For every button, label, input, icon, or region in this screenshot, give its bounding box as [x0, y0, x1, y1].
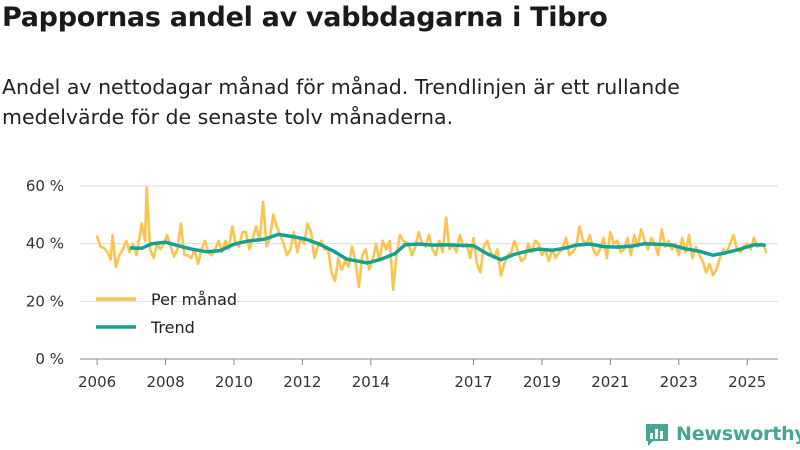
x-tick-label: 2021 [591, 373, 629, 391]
x-tick-label: 2012 [283, 373, 321, 391]
chart-title: Pappornas andel av vabbdagarna i Tibro [2, 2, 608, 33]
x-tick-label: 2010 [215, 373, 253, 391]
x-axis: 2006 2008 2010 2012 2014 2017 2019 2021 2023 2025 [78, 359, 766, 391]
x-tick-label: 2008 [146, 373, 184, 391]
x-tick-label: 2023 [660, 373, 698, 391]
bar-chart-icon [646, 424, 668, 446]
x-tick-label: 2025 [728, 373, 766, 391]
series-line-trend [129, 232, 767, 265]
legend: Per månad Trend [96, 290, 237, 337]
y-tick-label: 40 % [26, 235, 64, 253]
chart-subtitle: Andel av nettodagar månad för månad. Tre… [2, 75, 680, 129]
series-line-per-manad [95, 186, 768, 292]
x-tick-label: 2017 [454, 373, 492, 391]
y-tick-label: 20 % [26, 292, 64, 310]
x-tick-label: 2014 [352, 373, 390, 391]
x-tick-label: 2019 [523, 373, 561, 391]
series-group [95, 186, 768, 292]
y-axis: 0 % 20 % 40 % 60 % [26, 177, 64, 368]
brand-name: Newsworthy [676, 423, 800, 445]
y-tick-label: 60 % [26, 177, 64, 195]
x-tick-label: 2006 [78, 373, 116, 391]
legend-label: Trend [150, 318, 195, 337]
brand-logo: Newsworthy [644, 420, 800, 448]
legend-label: Per månad [151, 290, 237, 309]
y-tick-label: 0 % [35, 350, 64, 368]
